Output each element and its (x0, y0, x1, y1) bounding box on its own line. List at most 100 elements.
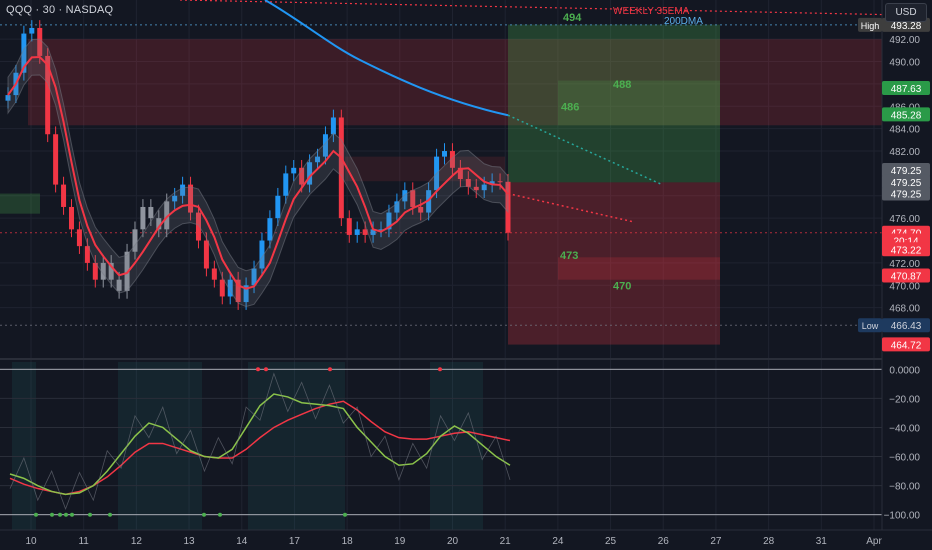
resistance-zone (28, 39, 882, 126)
candle-body (211, 268, 217, 280)
candle-body (307, 162, 313, 185)
candle-body (84, 246, 90, 263)
osc-signal-dot (50, 512, 54, 517)
candle-body (132, 229, 138, 252)
price-tick: 490.00 (889, 58, 920, 69)
price-label-box (882, 174, 930, 189)
candle-body (164, 201, 170, 230)
candle-body (108, 262, 114, 280)
candle-body (267, 218, 273, 241)
price-label-box (882, 318, 930, 333)
price-tag: Low (862, 321, 879, 331)
price-label: 479.25 (891, 190, 922, 201)
price-label: 479.25 (891, 178, 922, 189)
price-label: 464.72 (891, 340, 922, 351)
candle-body (410, 190, 416, 207)
time-tick: 19 (394, 536, 406, 547)
osc-tick: −60.00 (889, 453, 920, 464)
candle-body (188, 184, 194, 213)
candle-body (481, 184, 487, 191)
osc-tick: −40.00 (889, 423, 920, 434)
candle-body (37, 27, 43, 56)
price-tick: 476.00 (889, 214, 920, 225)
zone-label: 488 (613, 79, 631, 91)
candle-body (346, 218, 352, 235)
price-label: 20:14 (893, 237, 918, 248)
price-label-box (882, 186, 930, 201)
time-tick: 20 (447, 536, 459, 547)
currency-button[interactable]: USD (885, 3, 927, 22)
candle-body (354, 229, 360, 235)
ema-line (7, 56, 509, 290)
candle-body (473, 186, 479, 191)
candle-body (362, 229, 368, 235)
candle-body (148, 206, 154, 219)
200dma-line (264, 0, 509, 117)
candle-body (291, 167, 297, 174)
weekly-35ema-line (179, 0, 883, 16)
candle-body (172, 195, 178, 202)
price-label: 487.63 (891, 84, 922, 95)
candle-body (457, 167, 463, 179)
candle-body (283, 173, 289, 196)
candle-body (92, 262, 98, 280)
price-tick: 492.00 (889, 35, 920, 46)
time-tick: 21 (500, 536, 512, 547)
price-label: 485.28 (891, 110, 922, 121)
price-label: 493.28 (891, 21, 922, 32)
osc-signal-dot (218, 512, 222, 517)
candle-body (442, 151, 448, 157)
candle-body (386, 212, 392, 230)
candle-body (195, 212, 201, 241)
osc-signal-dot (88, 512, 92, 517)
time-tick: 28 (763, 536, 775, 547)
candle-body (68, 206, 74, 230)
time-tick: 26 (658, 536, 670, 547)
price-label: 470.87 (891, 272, 922, 283)
price-label: 473.22 (891, 245, 922, 256)
candle-body (140, 206, 146, 230)
candle-body (378, 229, 384, 231)
price-label-box (882, 242, 930, 257)
time-tick: 14 (236, 536, 248, 547)
price-label: 479.25 (891, 166, 922, 177)
osc-signal-dot (108, 512, 112, 517)
candle-body (100, 262, 106, 280)
osc-zone (12, 362, 36, 530)
zone-label: 486 (561, 101, 579, 113)
stop-zone (508, 182, 720, 345)
candle-body (21, 33, 27, 73)
candle-body (219, 279, 225, 297)
time-tick: Apr (866, 536, 882, 547)
candle-body (465, 179, 471, 187)
candle-body (394, 201, 400, 213)
osc-zone (118, 362, 202, 530)
price-tick: 472.00 (889, 259, 920, 270)
candle-body (330, 117, 336, 135)
osc-signal-dot (438, 367, 442, 372)
candle-body (53, 134, 59, 185)
candle-body (124, 251, 130, 291)
candle-body (275, 195, 281, 219)
ema-projection (507, 192, 633, 223)
osc-signal-dot (64, 512, 68, 517)
candle-body (76, 229, 82, 247)
candle-body (259, 240, 265, 269)
candle-body (402, 190, 408, 202)
candle-body (45, 55, 51, 135)
price-tag-box (858, 318, 882, 333)
candle-body (116, 279, 122, 291)
osc-zone (430, 362, 483, 530)
osc-signal-dot (343, 512, 347, 517)
price-tick: 484.00 (889, 125, 920, 136)
osc-signal-dot (70, 512, 74, 517)
price-label-box (882, 268, 930, 283)
candle-body (370, 229, 376, 235)
candle-body (251, 268, 257, 286)
price-tick: 470.00 (889, 281, 920, 292)
time-tick: 31 (816, 536, 828, 547)
200dma-label: 200DMA (664, 16, 703, 27)
time-tick: 11 (78, 536, 89, 547)
